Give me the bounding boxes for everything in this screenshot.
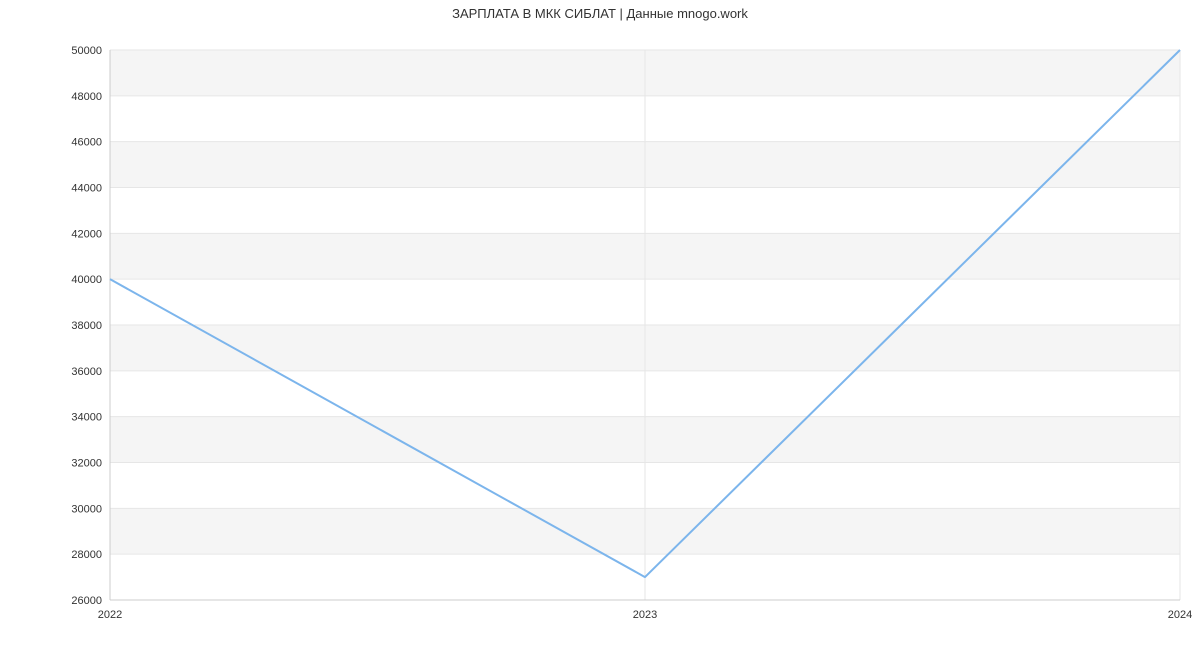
y-tick-label: 42000 [71,228,102,240]
y-tick-label: 36000 [71,366,102,378]
x-tick-label: 2022 [98,609,122,621]
line-chart: ЗАРПЛАТА В МКК СИБЛАТ | Данные mnogo.wor… [0,0,1200,650]
y-tick-label: 32000 [71,458,102,470]
y-tick-label: 38000 [71,320,102,332]
y-tick-label: 26000 [71,595,102,607]
chart-svg: 26000 28000 30000 32000 34000 36000 38000 40000… [0,0,1200,650]
y-tick-label: 50000 [71,45,102,57]
y-tick-label: 40000 [71,274,102,286]
y-tick-label: 46000 [71,137,102,149]
x-tick-label: 2023 [633,609,657,621]
y-tick-label: 34000 [71,412,102,424]
y-tick-label: 30000 [71,503,102,515]
y-tick-label: 48000 [71,91,102,103]
chart-title: ЗАРПЛАТА В МКК СИБЛАТ | Данные mnogo.wor… [0,6,1200,21]
y-tick-label: 44000 [71,183,102,195]
x-tick-label: 2024 [1168,609,1192,621]
y-tick-label: 28000 [71,549,102,561]
